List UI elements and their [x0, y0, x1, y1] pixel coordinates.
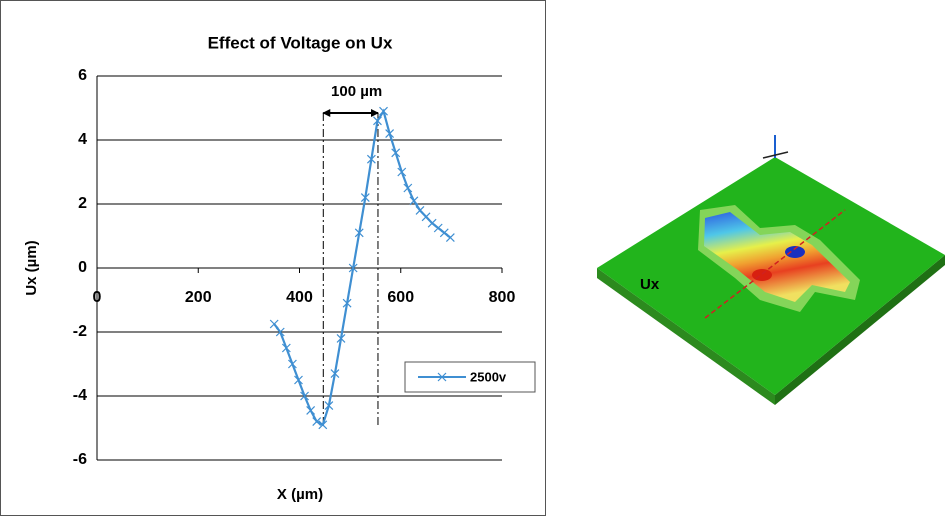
x-tick-label: 800	[489, 289, 516, 306]
y-tick-label: 4	[78, 131, 87, 148]
x-tick-label: 0	[93, 289, 102, 306]
y-tick-label: 0	[78, 259, 87, 276]
legend-label: 2500v	[470, 369, 507, 384]
y-axis-label: Ux (µm)	[23, 240, 40, 295]
plate-render	[597, 135, 945, 405]
y-tick-label: 2	[78, 195, 87, 212]
page: Effect of Voltage on Ux X (µm) Ux (µm) U…	[0, 0, 945, 516]
y-tick-label: -2	[73, 323, 87, 340]
chart-title: Effect of Voltage on Ux	[208, 33, 393, 52]
x-axis-label: X (µm)	[277, 486, 323, 503]
x-tick-label: 400	[286, 289, 313, 306]
y-tick-label: 6	[78, 67, 87, 84]
y-tick-label: -4	[73, 387, 87, 404]
annotation-label: 100 µm	[331, 83, 382, 100]
figure-label: Ux	[640, 276, 660, 293]
x-tick-label: 200	[185, 289, 212, 306]
x-tick-label: 600	[387, 289, 414, 306]
y-tick-label: -6	[73, 451, 87, 468]
